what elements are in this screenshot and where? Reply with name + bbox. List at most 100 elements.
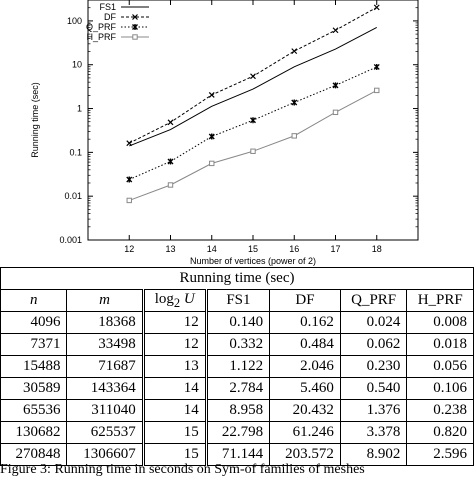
data-point-square-marker xyxy=(209,160,215,167)
table-row: 15488 71687 13 1.122 2.046 0.230 0.056 xyxy=(0,355,474,378)
legend-label: H_PRF xyxy=(86,32,116,42)
data-point-star-marker xyxy=(250,117,256,124)
legend-label: DF xyxy=(104,12,116,22)
x-tick-label: 14 xyxy=(207,244,217,254)
running-time-table-container: Running time (sec) n m log2 U FS1 DF Q_P… xyxy=(0,267,474,466)
data-point-star-marker xyxy=(332,82,339,89)
y-tick-label: 0.1 xyxy=(69,147,82,157)
table-cell: 0.106 xyxy=(406,377,474,400)
data-point-square-marker xyxy=(126,197,132,204)
table-row: 130682 625537 15 22.798 61.246 3.378 0.820 xyxy=(0,421,474,444)
figure-caption: Figure 3: Running time in seconds on Sym… xyxy=(0,462,365,477)
x-tick-label: 18 xyxy=(372,244,382,254)
data-point-square-marker xyxy=(250,148,256,154)
table-cell: 15 xyxy=(142,443,208,466)
table-cell: 7371 xyxy=(0,333,68,356)
table-cell: 0.140 xyxy=(205,311,271,334)
running-time-table: Running time (sec) n m log2 U FS1 DF Q_P… xyxy=(0,267,474,466)
table-cell: 0.230 xyxy=(339,355,408,378)
table-cell: 15 xyxy=(142,421,208,444)
table-row: 65536 311040 14 8.958 20.432 1.376 0.238 xyxy=(0,399,474,422)
table-cell: 0.484 xyxy=(269,333,341,356)
data-point-star-marker xyxy=(126,176,133,183)
data-point-x-marker xyxy=(167,119,174,126)
y-tick-label: 1 xyxy=(77,104,82,114)
table-cell: 12 xyxy=(142,333,208,356)
table-cell: 0.024 xyxy=(339,311,408,334)
data-point-star-marker xyxy=(373,63,380,70)
table-cell: 270848 xyxy=(0,443,68,466)
table-cell: 143364 xyxy=(66,377,145,400)
table-cell: 0.238 xyxy=(406,399,474,422)
table-cell: 71.144 xyxy=(205,443,271,466)
header-df: DF xyxy=(269,289,341,312)
table-cell: 61.246 xyxy=(269,421,341,444)
table-header-row: n m log2 U FS1 DF Q_PRF H_PRF xyxy=(0,289,474,312)
table-cell: 8.958 xyxy=(205,399,271,422)
data-point-star-marker xyxy=(208,133,215,140)
table-cell: 2.596 xyxy=(406,443,474,466)
table-cell: 0.332 xyxy=(205,333,271,356)
table-cell: 0.018 xyxy=(406,333,474,356)
table-cell: 2.046 xyxy=(269,355,341,378)
data-point-square-marker xyxy=(332,109,339,116)
header-fs1: FS1 xyxy=(205,289,271,312)
data-point-x-marker xyxy=(332,27,339,34)
x-tick-label: 13 xyxy=(165,244,175,254)
table-cell: 1306607 xyxy=(66,443,145,466)
table-cell: 0.162 xyxy=(269,311,341,334)
table-cell: 4096 xyxy=(0,311,68,334)
table-row: 30589 143364 14 2.784 5.460 0.540 0.106 xyxy=(0,377,474,400)
header-n: n xyxy=(0,289,68,312)
table-cell: 12 xyxy=(142,311,208,334)
table-row: 270848 1306607 15 71.144 203.572 8.902 2.596 xyxy=(0,443,474,466)
table-cell: 0.540 xyxy=(339,377,408,400)
table-cell: 13 xyxy=(142,355,208,378)
table-cell: 203.572 xyxy=(269,443,341,466)
x-axis-label: Number of vertices (power of 2) xyxy=(190,256,316,266)
table-title: Running time (sec) xyxy=(0,267,474,290)
table-cell: 65536 xyxy=(0,399,68,422)
y-tick-label: 0.01 xyxy=(64,191,82,201)
x-tick-label: 15 xyxy=(248,244,258,254)
data-point-star-marker xyxy=(132,24,138,30)
table-cell: 15488 xyxy=(0,355,68,378)
data-point-square-marker xyxy=(167,182,174,188)
data-point-x-marker xyxy=(291,48,298,55)
table-cell: 14 xyxy=(142,399,208,422)
table-cell: 20.432 xyxy=(269,399,341,422)
data-point-x-marker xyxy=(373,4,380,11)
table-cell: 22.798 xyxy=(205,421,271,444)
header-log-subscript: 2 xyxy=(173,295,181,310)
data-point-x-marker xyxy=(132,14,138,20)
table-body: 4096 18368 12 0.140 0.162 0.024 0.008 7371 33498… xyxy=(0,311,474,466)
x-tick-label: 17 xyxy=(330,244,340,254)
table-cell: 30589 xyxy=(0,377,68,400)
table-cell: 1.376 xyxy=(339,399,408,422)
series-line-fs1 xyxy=(129,26,377,147)
legend-label: FS1 xyxy=(99,2,116,12)
x-tick-label: 16 xyxy=(289,244,299,254)
y-tick-label: 0.001 xyxy=(59,235,82,245)
line-chart: 0.001 0.01 0.1 1 10 100 12 13 14 15 16 17 18 Number o… xyxy=(30,0,419,266)
y-tick-label: 10 xyxy=(72,60,82,70)
x-tick-label: 12 xyxy=(124,244,134,254)
table-cell: 3.378 xyxy=(339,421,408,444)
header-log-variable: U xyxy=(183,290,195,307)
table-cell: 5.460 xyxy=(269,377,341,400)
table-cell: 14 xyxy=(142,377,208,400)
table-cell: 0.820 xyxy=(406,421,474,444)
data-point-star-marker xyxy=(167,158,174,165)
data-point-x-marker xyxy=(208,91,215,98)
y-axis-label: Running time (sec) xyxy=(30,82,40,158)
table-row: 7371 33498 12 0.332 0.484 0.062 0.018 xyxy=(0,333,474,356)
data-point-square-marker xyxy=(132,34,138,40)
table-cell: 18368 xyxy=(66,311,145,334)
table-cell: 1.122 xyxy=(205,355,271,378)
table-cell: 2.784 xyxy=(205,377,271,400)
table-cell: 33498 xyxy=(66,333,145,356)
data-point-x-marker xyxy=(126,140,133,147)
table-cell: 625537 xyxy=(66,421,145,444)
table-cell: 8.902 xyxy=(339,443,408,466)
y-tick-label: 100 xyxy=(67,16,82,26)
